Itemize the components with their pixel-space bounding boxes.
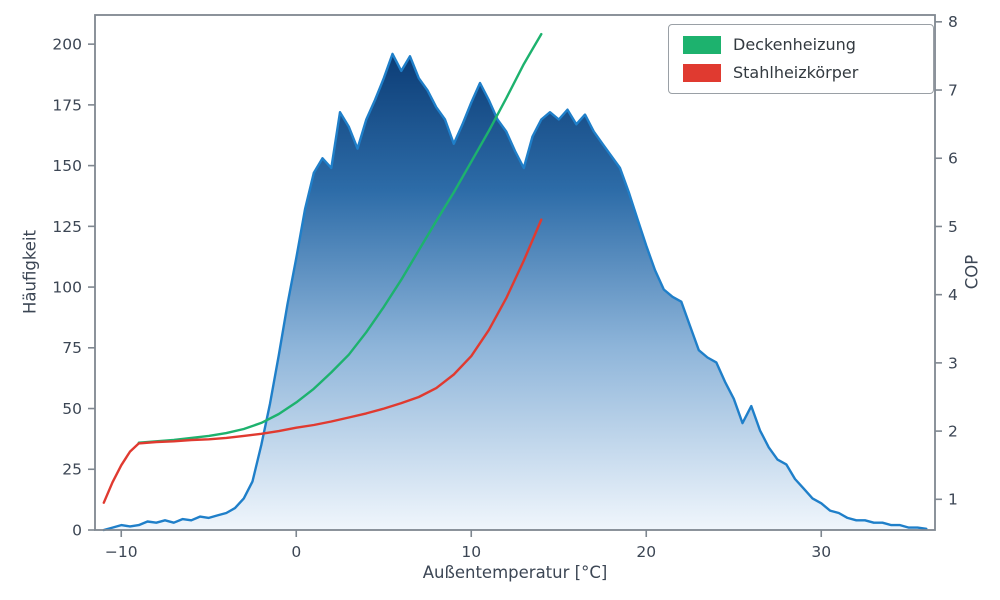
frequency-area	[103, 53, 927, 531]
legend-label: Stahlheizkörper	[733, 63, 859, 82]
y-left-tick-label: 0	[72, 521, 82, 539]
cop-line-stahlheizkörper	[102, 218, 543, 504]
x-tick-label: 10	[461, 543, 481, 561]
legend: Deckenheizung Stahlheizkörper	[668, 24, 934, 94]
y-left-tick-label: 100	[52, 279, 82, 297]
x-tick-label: 0	[291, 543, 301, 561]
y-right-tick-label: 2	[948, 423, 958, 441]
y-right-axis-label: COP	[962, 254, 982, 290]
y-left-tick-label: 200	[52, 36, 82, 54]
legend-swatch	[683, 36, 721, 54]
y-left-tick-label: 125	[52, 218, 82, 236]
x-tick-label: −10	[105, 543, 138, 561]
y-right-tick-label: 8	[948, 13, 958, 31]
plot-frame	[94, 14, 936, 531]
y-right-tick-label: 3	[948, 354, 958, 372]
legend-entry: Deckenheizung	[683, 36, 919, 54]
y-right-tick-label: 5	[948, 218, 958, 236]
y-left-tick-label: 150	[52, 157, 82, 175]
y-right-tick-label: 4	[948, 286, 958, 304]
legend-swatch	[683, 64, 721, 82]
x-tick-label: 30	[811, 543, 831, 561]
legend-entry: Stahlheizkörper	[683, 64, 919, 82]
y-left-tick-label: 25	[62, 461, 82, 479]
y-right-tick-label: 1	[948, 491, 958, 509]
y-left-tick-label: 75	[62, 339, 82, 357]
frequency-line	[102, 52, 928, 532]
legend-label: Deckenheizung	[733, 35, 856, 54]
y-right-tick-label: 7	[948, 81, 958, 99]
y-left-axis-label: Häufigkeit	[20, 229, 40, 315]
y-right-tick-label: 6	[948, 150, 958, 168]
cop-line-deckenheizung	[137, 32, 543, 444]
y-left-tick-label: 175	[52, 96, 82, 114]
y-left-tick-label: 50	[62, 400, 82, 418]
x-tick-label: 20	[636, 543, 656, 561]
x-axis-label: Außentemperatur [°C]	[422, 563, 608, 582]
